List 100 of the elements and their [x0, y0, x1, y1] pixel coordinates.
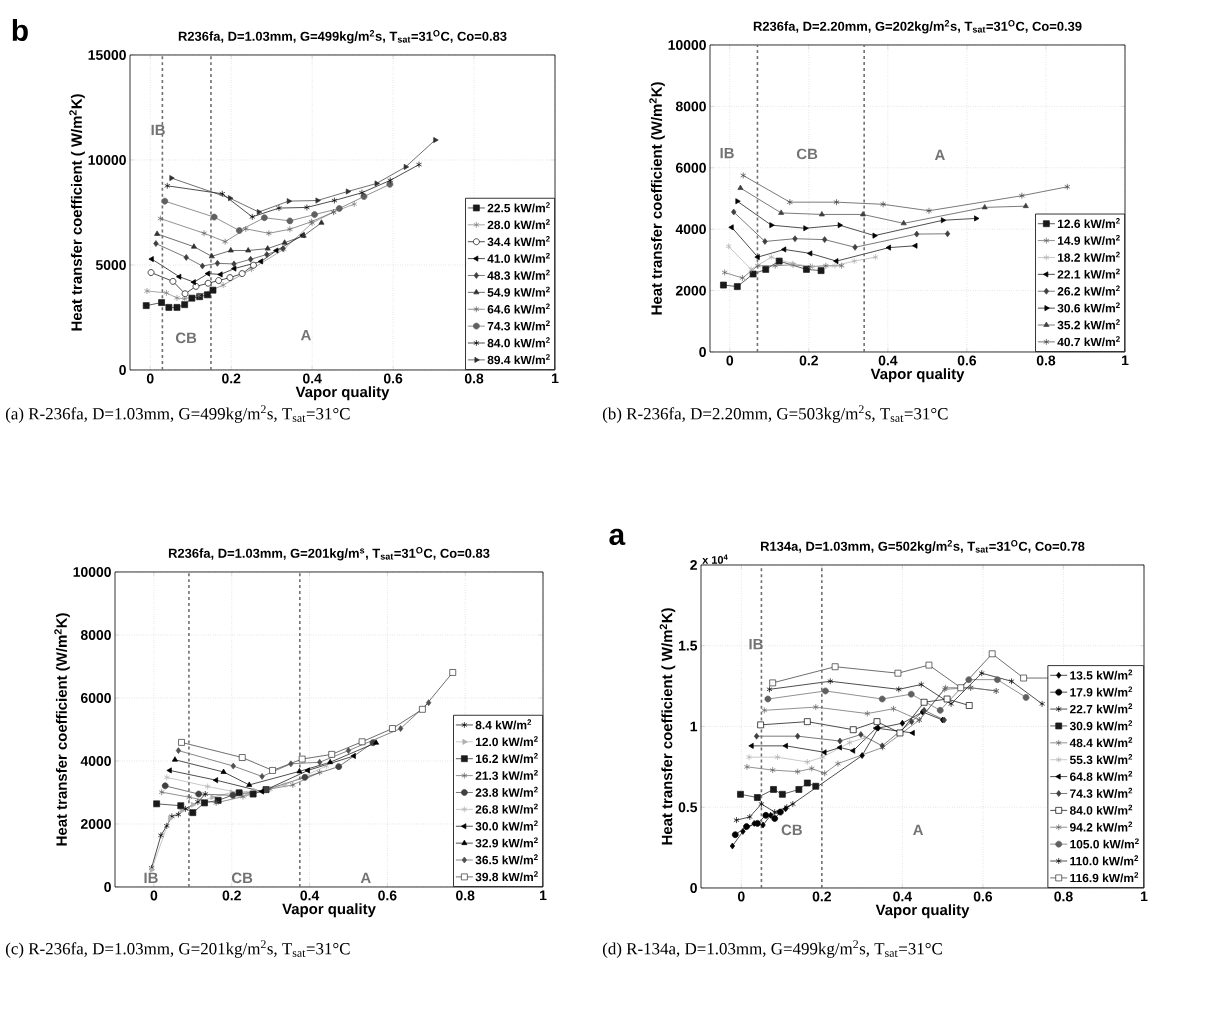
- y-axis-title: Heat transfer coefficient ( W/m$^{2}$K): [659, 608, 676, 845]
- y-tick-label: 0: [690, 883, 697, 893]
- legend-label: 8.4 kW/m$^{2}$: [475, 719, 532, 730]
- legend-label: 64.8 kW/m$^{2}$: [1070, 770, 1133, 782]
- legend-label: 41.0 kW/m$^{2}$: [487, 252, 550, 264]
- y-tick-label: 10000: [73, 567, 111, 577]
- legend-label: 94.2 kW/m$^{2}$: [1069, 821, 1133, 832]
- annotation: IB: [720, 147, 734, 159]
- legend-label: 14.9 kW/m$^{2}$: [1057, 234, 1120, 246]
- legend-label: 17.9 kW/m$^{2}$: [1070, 686, 1133, 697]
- x-tick-label: 0.6: [973, 891, 993, 902]
- text: (d) R-134a, D=1.03mm, G=499kg/m$^{2}$s, T$_{sat}$=31°C: [602, 940, 942, 958]
- text: a: [609, 528, 626, 546]
- y-tick-label: 5000: [95, 260, 126, 270]
- legend-label: 110.0 kW/m$^{2}$: [1070, 855, 1139, 866]
- x-tick-label: 1: [1122, 355, 1129, 366]
- x-tick-label: 0: [737, 891, 745, 902]
- x-tick-label: 0: [150, 890, 158, 901]
- legend-label: 12.6 kW/m$^{2}$: [1057, 218, 1120, 229]
- legend-label: 48.3 kW/m$^{2}$: [487, 269, 550, 280]
- legend-label: 22.5 kW/m$^{2}$: [487, 202, 550, 213]
- annotation: A: [934, 149, 945, 161]
- y-tick-label: 2000: [80, 819, 111, 829]
- text: b: [12, 19, 28, 42]
- x-tick-label: 0: [726, 355, 734, 366]
- x-tick-label: 0.4: [300, 890, 320, 901]
- legend-label: 34.4 kW/m$^{2}$: [487, 236, 550, 247]
- legend-label: 74.3 kW/m$^{2}$: [1070, 787, 1133, 798]
- legend-label: 84.0 kW/m$^{2}$: [1069, 804, 1133, 815]
- legend-label: 40.7 kW/m$^{2}$: [1057, 336, 1120, 347]
- y-tick-label: 6000: [80, 693, 111, 703]
- y-tick-label: 2000: [675, 285, 706, 296]
- x-axis-title: Vapor quality: [295, 386, 390, 401]
- chart-title: R134a, D=1.03mm, G=502kg/m$^{2}$s, T$_{sat}$=31$^{O}$C, Co=0.78: [761, 540, 1085, 554]
- y-tick-label: 0.5: [678, 802, 698, 813]
- y-tick-label: 1: [690, 721, 698, 732]
- legend-label: 74.3 kW/m$^{2}$: [487, 320, 550, 331]
- x-tick-label: 0.2: [222, 373, 241, 384]
- legend-label: 55.3 kW/m$^{2}$: [1069, 754, 1133, 765]
- legend-label: 28.0 kW/m$^{2}$: [487, 219, 550, 230]
- legend-label: 105.0 kW/m$^{2}$: [1070, 838, 1139, 849]
- x-tick-label: 0.6: [378, 890, 397, 901]
- x-tick-label: 0.6: [957, 355, 977, 366]
- legend-label: 89.4 kW/m$^{2}$: [487, 354, 550, 365]
- legend-label: 48.4 kW/m$^{2}$: [1069, 737, 1133, 748]
- x-tick-label: 0.6: [383, 373, 403, 384]
- legend-label: 26.2 kW/m$^{2}$: [1057, 285, 1120, 296]
- y-axis-title: Heat transfer coefficient (W/m$^{2}$K): [54, 613, 70, 846]
- legend-label: 30.6 kW/m$^{2}$: [1057, 302, 1120, 313]
- x-tick-label: 0.2: [222, 890, 241, 901]
- y-tick-label: 1.5: [678, 640, 698, 651]
- x-tick-label: 0.8: [464, 373, 484, 384]
- legend-label: 116.9 kW/m$^{2}$: [1070, 872, 1139, 883]
- text: (a) R-236fa, D=1.03mm, G=499kg/m$^{2}$s, T$_{sat}$=31°C: [5, 405, 350, 423]
- annotation: A: [360, 872, 371, 883]
- x-axis-title: Vapor quality: [870, 368, 965, 383]
- y-tick-label: 10000: [668, 40, 706, 50]
- y-tick-label: 4000: [80, 756, 111, 766]
- annotation: IB: [151, 124, 165, 136]
- x-tick-label: 0.2: [812, 891, 831, 902]
- x-tick-label: 0.8: [1036, 355, 1056, 366]
- x-tick-label: 0: [146, 373, 154, 384]
- annotation: CB: [781, 824, 802, 836]
- chart-title: R236fa, D=2.20mm, G=202kg/m$^{2}$s, T$_{sat}$=31$^{O}$C, Co=0.39: [753, 20, 1082, 34]
- x-tick-label: 0.2: [799, 355, 818, 366]
- x-tick-label: 0.8: [1054, 891, 1073, 902]
- x-tick-label: 1: [552, 373, 559, 384]
- annotation: CB: [231, 872, 253, 884]
- text: (b) R-236fa, D=2.20mm, G=503kg/m$^{2}$s, T$_{sat}$=31°C: [602, 405, 948, 423]
- x-tick-label: 0.4: [303, 373, 322, 384]
- y-tick-label: 8000: [675, 101, 706, 112]
- legend-label: 18.2 kW/m$^{2}$: [1057, 251, 1120, 262]
- y-tick-label: 0: [699, 347, 706, 357]
- legend-label: 22.7 kW/m$^{2}$: [1069, 703, 1133, 714]
- y-tick-label: 8000: [80, 630, 111, 640]
- y-tick-label: 15000: [88, 50, 126, 60]
- x-tick-label: 0.8: [456, 890, 475, 901]
- y-axis-title: Heat transfer coefficient ( W/m$^{2}$K): [69, 94, 85, 331]
- y-tick-label: 2: [690, 560, 697, 570]
- legend-label: 21.3 kW/m$^{2}$: [475, 769, 538, 781]
- legend-label: 54.9 kW/m$^{2}$: [487, 286, 550, 297]
- chart-title: R236fa, D=1.03mm, G=499kg/m$^{2}$s, T$_{sat}$=31$^{O}$C, Co=0.83: [178, 30, 507, 44]
- y-tick-label: 0: [119, 365, 126, 375]
- legend-label: 64.6 kW/m$^{2}$: [487, 303, 550, 314]
- annotation: IB: [144, 872, 158, 883]
- x-tick-label: 0.4: [893, 891, 912, 902]
- legend-label: 16.2 kW/m$^{2}$: [475, 753, 538, 764]
- x-tick-label: 1: [1141, 891, 1148, 902]
- legend-label: 12.0 kW/m$^{2}$: [475, 736, 538, 747]
- y-tick-label: 0: [104, 882, 111, 892]
- x-axis-title: Vapor quality: [282, 903, 376, 918]
- legend-label: 39.8 kW/m$^{2}$: [475, 871, 538, 882]
- legend-label: 30.0 kW/m$^{2}$: [475, 820, 538, 831]
- annotation: A: [913, 824, 924, 835]
- annotation: CB: [796, 148, 818, 160]
- y-tick-label: 4000: [675, 224, 706, 235]
- x-tick-label: 1: [540, 890, 547, 901]
- legend-label: 36.5 kW/m$^{2}$: [475, 854, 538, 865]
- text: (c) R-236fa, D=1.03mm, G=201kg/m$^{2}$s, T$_{sat}$=31°C: [5, 940, 350, 958]
- y-tick-label: 6000: [675, 162, 706, 173]
